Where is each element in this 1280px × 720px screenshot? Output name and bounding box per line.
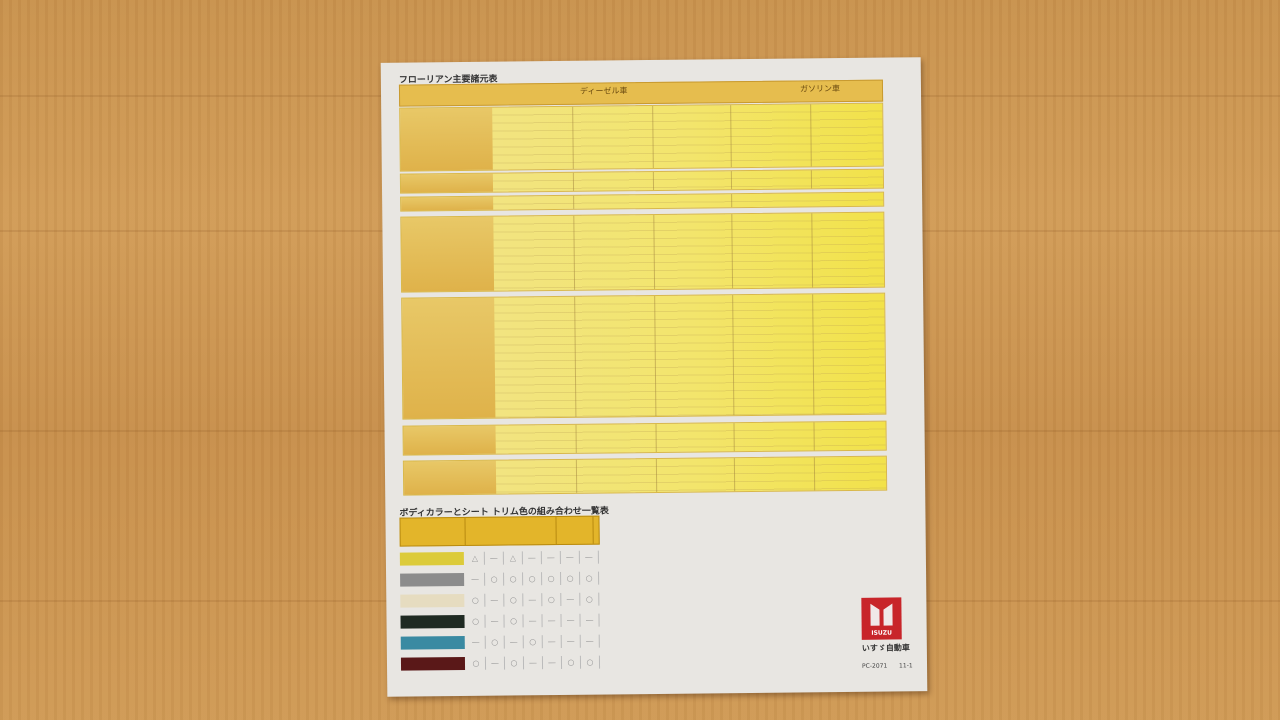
color-row: ○ — ○ — — — — [400,608,600,631]
spec-section [399,102,884,172]
combination-cell: ○ [523,635,543,649]
combination-cell: ○ [504,572,524,586]
combination-cell: ○ [485,572,505,586]
color-swatch [400,593,465,608]
combination-cell: — [542,634,562,649]
spec-section [402,420,887,456]
color-row: — ○ ○ ○ ○ ○ ○ [400,566,600,589]
combination-cell: — [560,550,580,564]
color-row: ○ — ○ — — ○ ○ [400,650,601,673]
combination-cell: — [485,656,506,670]
spec-section [402,455,888,496]
combination-cell: ○ [466,656,487,670]
combination-cell: — [522,551,542,565]
color-combination-table: △ — △ — — — — — ○ ○ ○ ○ ○ ○ ○ — ○ — ○ — ○ ○ — ○ — — — — — ○ — ○ — — — ○ — ○ — —… [399,515,601,673]
combination-cell: — [485,593,505,607]
combination-cell: ○ [504,593,524,607]
combination-cell: — [542,613,562,628]
spec-section [400,191,885,212]
color-swatch [400,614,465,629]
color-swatch [400,656,466,671]
combination-cell: ○ [466,614,486,628]
combination-cell: ○ [504,614,524,628]
spec-section [400,211,886,293]
combination-cell: — [504,635,524,649]
combination-cell: ○ [466,593,486,607]
color-table-header [399,515,600,547]
combination-cell: — [542,655,563,670]
combination-cell: — [485,614,505,628]
combination-cell: ○ [580,571,600,585]
combination-cell: — [484,551,504,565]
gasoline-header: ガソリン車 [799,84,841,94]
isuzu-emblem-icon [870,603,893,626]
combination-cell: — [466,572,486,586]
combination-cell: — [523,656,544,670]
combination-cell: ○ [580,592,600,606]
combination-cell: — [561,634,581,648]
color-row: ○ — ○ — ○ — ○ [400,587,600,610]
isuzu-logo: ISUZU [861,597,902,640]
combination-cell: — [523,614,543,628]
combination-cell: ○ [561,655,582,669]
combination-cell: — [561,592,581,606]
maker-name: いすゞ自動車 [861,643,910,653]
catalog-code: PC-2071 [862,662,888,670]
color-swatch [399,552,464,566]
color-row: △ — △ — — — — [399,545,600,568]
combination-cell: — [466,635,486,649]
combination-cell: — [523,593,543,607]
combination-cell: — [580,634,600,648]
combination-cell: — [541,550,561,565]
combination-cell: — [579,550,599,564]
spec-section [401,292,887,420]
combination-cell: — [580,613,600,627]
combination-cell: ○ [485,635,505,649]
color-row: — ○ — ○ — — — [400,629,601,652]
color-swatch [400,572,465,587]
combination-cell: ○ [504,656,525,670]
spec-section [399,168,885,194]
edition: 11-1 [899,662,913,670]
combination-cell: ○ [580,655,601,669]
diesel-header: ディーゼル車 [579,86,628,96]
combination-cell: ○ [542,592,562,607]
combination-cell: △ [503,551,523,565]
combination-cell: ○ [561,571,581,585]
combination-cell: ○ [523,572,543,586]
combination-cell: ○ [542,571,562,586]
color-swatch [400,635,465,650]
combination-cell: — [561,613,581,627]
combination-cell: △ [465,551,485,565]
brochure-back-cover: フローリアン主要諸元表 ディーゼル車 ガソリン車 ボディカラーとシート トリム色… [380,57,928,697]
